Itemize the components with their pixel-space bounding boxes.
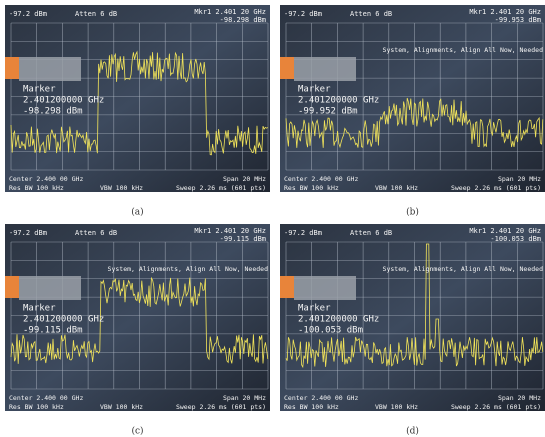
marker-value: -99.952 dBm xyxy=(298,107,358,117)
rbw: Res BW 100 kHz xyxy=(284,184,339,192)
marker-box xyxy=(19,276,81,300)
marker-title: Marker xyxy=(298,304,331,314)
span: Span 20 MHz xyxy=(498,175,541,183)
mkr: Mkr1 2.401 20 GHz xyxy=(469,227,541,235)
vbw: VBW 100 kHz xyxy=(100,184,143,192)
marker-box xyxy=(19,57,81,81)
rbw: Res BW 100 kHz xyxy=(284,403,339,411)
marker-freq: 2.401200000 GHz xyxy=(23,96,104,106)
marker-title: Marker xyxy=(298,85,331,95)
mkr: Mkr1 2.401 20 GHz xyxy=(469,8,541,16)
span: Span 20 MHz xyxy=(498,394,541,402)
marker-box xyxy=(294,276,356,300)
ref-level: -97.2 dBm xyxy=(284,229,322,237)
marker-value: -99.115 dBm xyxy=(23,326,83,336)
mkr-value: -100.053 dBm xyxy=(490,235,541,243)
marker-freq: 2.401200000 GHz xyxy=(23,315,104,325)
center: Center 2.400 00 GHz xyxy=(9,175,83,183)
atten: Atten 6 dB xyxy=(350,229,392,237)
sweep: Sweep 2.26 ms (601 pts) xyxy=(176,403,266,411)
sweep: Sweep 2.26 ms (601 pts) xyxy=(451,184,541,192)
marker-tab xyxy=(5,57,19,79)
marker-title: Marker xyxy=(23,304,56,314)
atten: Atten 6 dB xyxy=(350,10,392,18)
vbw: VBW 100 kHz xyxy=(375,403,418,411)
marker-box xyxy=(294,57,356,81)
rbw: Res BW 100 kHz xyxy=(9,184,64,192)
mkr-value: -98.298 dBm xyxy=(220,16,266,24)
vbw: VBW 100 kHz xyxy=(100,403,143,411)
marker-title: Marker xyxy=(23,85,56,95)
center: Center 2.400 00 GHz xyxy=(9,394,83,402)
panel-label: (a) xyxy=(131,207,143,218)
mkr-value: -99.953 dBm xyxy=(495,16,541,24)
span: Span 20 MHz xyxy=(223,394,266,402)
center: Center 2.400 00 GHz xyxy=(284,394,358,402)
mkr: Mkr1 2.401 20 GHz xyxy=(194,227,266,235)
marker-freq: 2.401200000 GHz xyxy=(298,315,379,325)
panel-label: (b) xyxy=(406,207,419,218)
rbw: Res BW 100 kHz xyxy=(9,403,64,411)
center: Center 2.400 00 GHz xyxy=(284,175,358,183)
figure: -97.2 dBmAtten 6 dBMkr1 2.401 20 GHz-98.… xyxy=(0,0,545,437)
atten: Atten 6 dB xyxy=(75,229,117,237)
alert: System, Alignments, Align All Now, Neede… xyxy=(108,265,269,273)
panel-label: (c) xyxy=(131,426,143,437)
ref-level: -97.2 dBm xyxy=(9,229,47,237)
ref-level: -97.2 dBm xyxy=(9,10,47,18)
marker-tab xyxy=(5,276,19,298)
sweep: Sweep 2.26 ms (601 pts) xyxy=(451,403,541,411)
marker-value: -100.053 dBm xyxy=(298,326,363,336)
panel-label: (d) xyxy=(406,426,419,437)
vbw: VBW 100 kHz xyxy=(375,184,418,192)
alert: System, Alignments, Align All Now, Neede… xyxy=(383,46,544,54)
mkr-value: -99.115 dBm xyxy=(220,235,266,243)
ref-level: -97.2 dBm xyxy=(284,10,322,18)
atten: Atten 6 dB xyxy=(75,10,117,18)
marker-value: -98.298 dBm xyxy=(23,107,83,117)
marker-freq: 2.401200000 GHz xyxy=(298,96,379,106)
alert: System, Alignments, Align All Now, Neede… xyxy=(383,265,544,273)
span: Span 20 MHz xyxy=(223,175,266,183)
mkr: Mkr1 2.401 20 GHz xyxy=(194,8,266,16)
sweep: Sweep 2.26 ms (601 pts) xyxy=(176,184,266,192)
marker-tab xyxy=(280,276,294,298)
marker-tab xyxy=(280,57,294,79)
